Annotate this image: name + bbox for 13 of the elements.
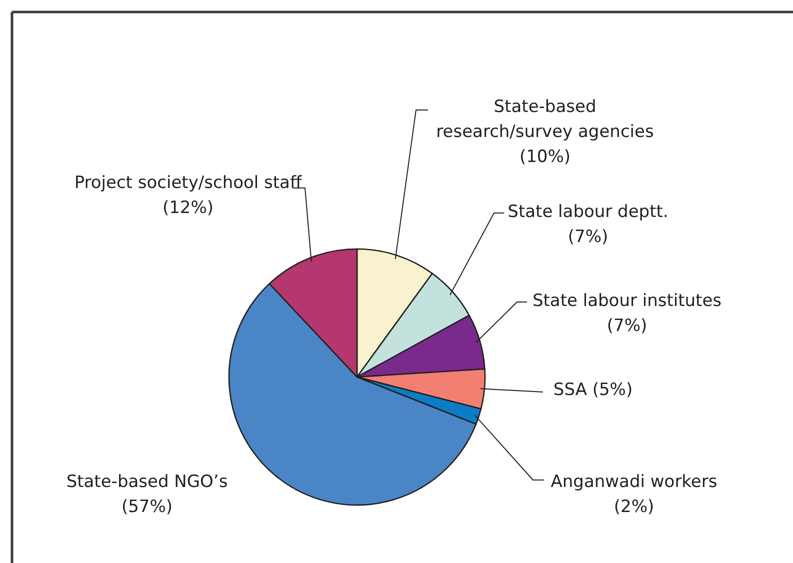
slice-label: State labour institutes xyxy=(532,291,722,311)
slice-label: State-based NGO’s xyxy=(66,472,228,492)
data-label: (2%) xyxy=(614,497,654,517)
slice-label: Anganwadi workers xyxy=(550,472,718,492)
data-label: (10%) xyxy=(519,147,571,167)
data-label: (57%) xyxy=(121,497,173,517)
slice-label: State-based research/survey agencies xyxy=(436,97,654,142)
data-label: (12%) xyxy=(162,198,214,218)
data-label: (7%) xyxy=(606,316,648,336)
slice-label: State labour deptt. xyxy=(508,202,668,222)
slice-label: Project society/school staff xyxy=(74,173,303,193)
data-label: (7%) xyxy=(568,227,608,247)
slice-label: SSA (5%) xyxy=(553,380,633,400)
